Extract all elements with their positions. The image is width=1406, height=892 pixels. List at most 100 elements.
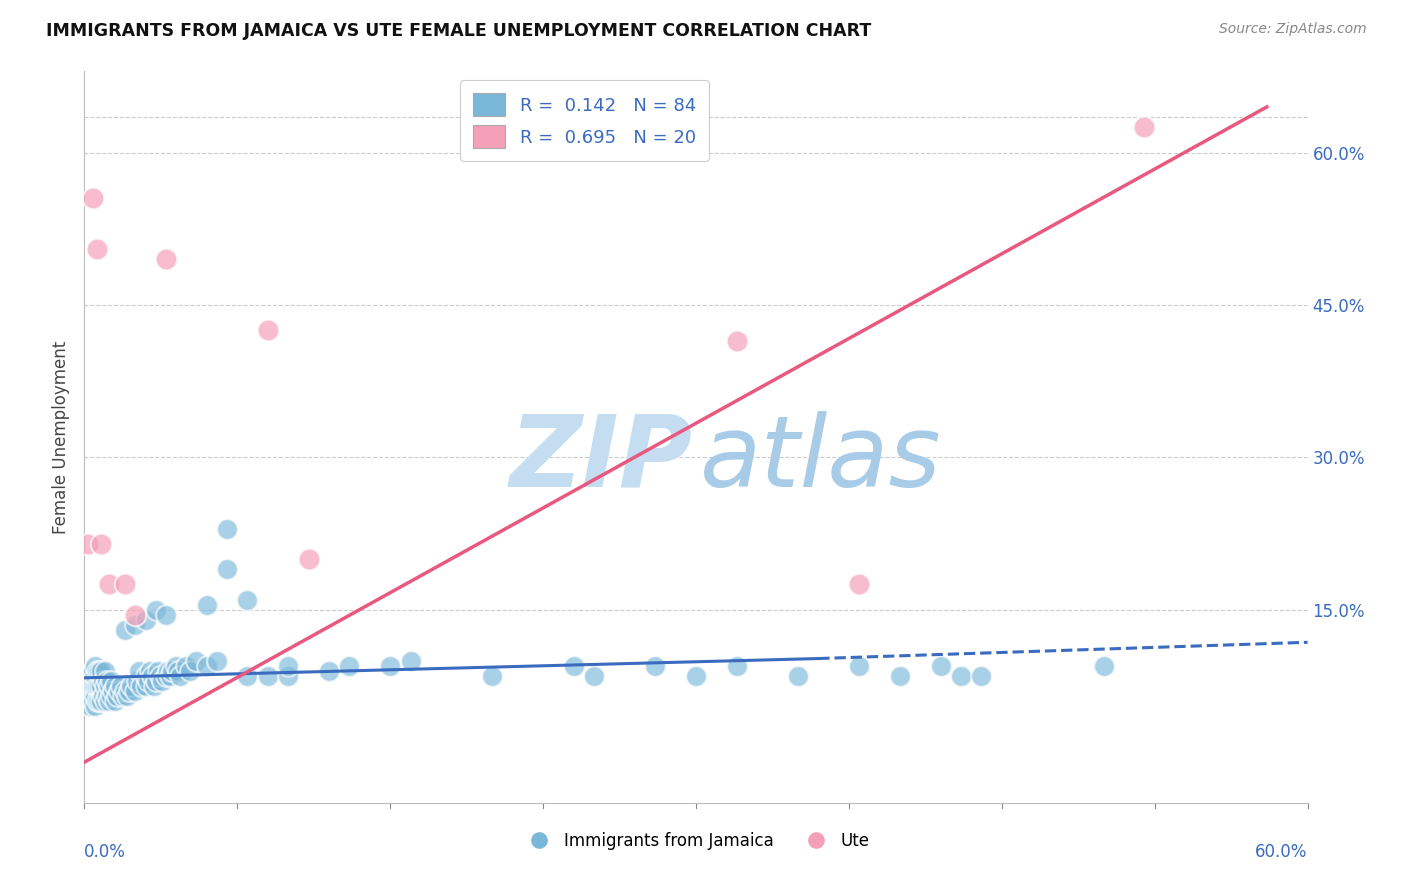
Point — [145, 673, 167, 688]
Point — [83, 669, 105, 683]
Point — [86, 679, 108, 693]
Point — [104, 694, 127, 708]
Point — [685, 669, 707, 683]
Point — [124, 684, 146, 698]
Point — [91, 673, 114, 688]
Point — [562, 658, 585, 673]
Point — [114, 623, 136, 637]
Point — [86, 694, 108, 708]
Point — [787, 669, 810, 683]
Point — [889, 669, 911, 683]
Text: ZIP: ZIP — [509, 410, 692, 508]
Point — [725, 658, 748, 673]
Point — [169, 669, 191, 683]
Point — [96, 673, 118, 688]
Point — [77, 673, 100, 688]
Point — [97, 679, 120, 693]
Point — [135, 613, 157, 627]
Point — [83, 689, 105, 703]
Point — [82, 679, 104, 693]
Point — [83, 679, 105, 693]
Point — [104, 679, 127, 693]
Point — [86, 664, 108, 678]
Point — [91, 689, 114, 703]
Point — [79, 669, 101, 683]
Point — [277, 669, 299, 683]
Point — [167, 664, 190, 678]
Point — [82, 664, 104, 678]
Text: atlas: atlas — [700, 410, 941, 508]
Point — [179, 664, 201, 678]
Point — [79, 699, 101, 714]
Point — [93, 664, 115, 678]
Text: Source: ZipAtlas.com: Source: ZipAtlas.com — [1219, 22, 1367, 37]
Point — [155, 669, 177, 683]
Point — [217, 562, 239, 576]
Point — [644, 658, 666, 673]
Point — [87, 694, 110, 708]
Text: IMMIGRANTS FROM JAMAICA VS UTE FEMALE UNEMPLOYMENT CORRELATION CHART: IMMIGRANTS FROM JAMAICA VS UTE FEMALE UN… — [46, 22, 872, 40]
Point — [128, 664, 150, 678]
Point — [90, 664, 112, 678]
Point — [155, 607, 177, 622]
Point — [298, 552, 321, 566]
Point — [156, 664, 179, 678]
Point — [105, 689, 128, 703]
Point — [318, 664, 340, 678]
Point — [87, 664, 110, 678]
Point — [96, 689, 118, 703]
Point — [97, 694, 120, 708]
Point — [100, 689, 122, 703]
Point — [142, 679, 165, 693]
Point — [83, 658, 105, 673]
Point — [145, 603, 167, 617]
Point — [970, 669, 993, 683]
Point — [90, 537, 112, 551]
Point — [725, 334, 748, 348]
Point — [79, 684, 101, 698]
Point — [217, 521, 239, 535]
Point — [97, 577, 120, 591]
Point — [160, 664, 183, 678]
Point — [114, 684, 136, 698]
Point — [848, 577, 870, 591]
Legend: Immigrants from Jamaica, Ute: Immigrants from Jamaica, Ute — [516, 825, 876, 856]
Point — [120, 679, 142, 693]
Point — [146, 664, 169, 678]
Point — [90, 679, 112, 693]
Point — [159, 669, 181, 683]
Point — [90, 694, 112, 708]
Point — [929, 658, 952, 673]
Point — [195, 598, 218, 612]
Point — [87, 679, 110, 693]
Point — [131, 679, 153, 693]
Point — [124, 618, 146, 632]
Point — [118, 684, 141, 698]
Point — [257, 669, 280, 683]
Point — [124, 607, 146, 622]
Point — [848, 658, 870, 673]
Point — [77, 537, 100, 551]
Point — [110, 679, 132, 693]
Point — [82, 694, 104, 708]
Point — [114, 577, 136, 591]
Point — [583, 669, 606, 683]
Point — [380, 658, 402, 673]
Text: 0.0%: 0.0% — [84, 843, 127, 861]
Point — [83, 699, 105, 714]
Point — [339, 658, 361, 673]
Point — [108, 684, 131, 698]
Text: 60.0%: 60.0% — [1256, 843, 1308, 861]
Point — [155, 252, 177, 267]
Point — [75, 679, 97, 693]
Point — [136, 673, 159, 688]
Point — [112, 689, 135, 703]
Point — [195, 658, 218, 673]
Point — [236, 592, 259, 607]
Point — [481, 669, 503, 683]
Point — [1133, 120, 1156, 135]
Point — [257, 323, 280, 337]
Point — [86, 242, 108, 256]
Point — [135, 679, 157, 693]
Point — [82, 191, 104, 205]
